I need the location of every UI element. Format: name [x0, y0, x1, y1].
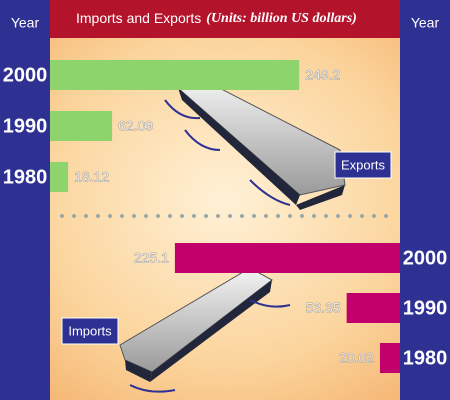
- bar: [50, 162, 69, 192]
- value-label: 225.1: [134, 250, 169, 266]
- bar: [346, 293, 400, 323]
- bar: [379, 343, 400, 373]
- bar: [50, 60, 300, 90]
- title: Imports and Exports: [76, 10, 201, 26]
- title-bar: [50, 0, 400, 38]
- category-label: 2000: [3, 64, 48, 86]
- category-label: 1980: [3, 166, 48, 188]
- legend-label: Exports: [341, 157, 386, 172]
- axis-label: Year: [411, 15, 440, 31]
- bar: [50, 111, 113, 141]
- chart-title: Imports and Exports (Units: billion US do…: [76, 10, 357, 27]
- axis-label: Year: [11, 15, 40, 31]
- subtitle: (Units: billion US dollars): [206, 11, 357, 26]
- value-label: 53.35: [306, 300, 341, 316]
- value-label: 20.02: [339, 350, 374, 366]
- right-column: [400, 0, 450, 400]
- left-column: [0, 0, 50, 400]
- bar: [174, 243, 400, 273]
- category-label: 1990: [403, 297, 448, 319]
- category-label: 1980: [403, 347, 448, 369]
- value-label: 249.2: [305, 67, 340, 83]
- legend-box: [334, 151, 392, 179]
- legend-label: Imports: [68, 323, 112, 338]
- value-label: 62.09: [118, 118, 153, 134]
- category-label: 1990: [3, 115, 48, 137]
- legend-box: [61, 317, 119, 345]
- category-label: 2000: [403, 247, 448, 269]
- value-label: 18.12: [74, 169, 109, 185]
